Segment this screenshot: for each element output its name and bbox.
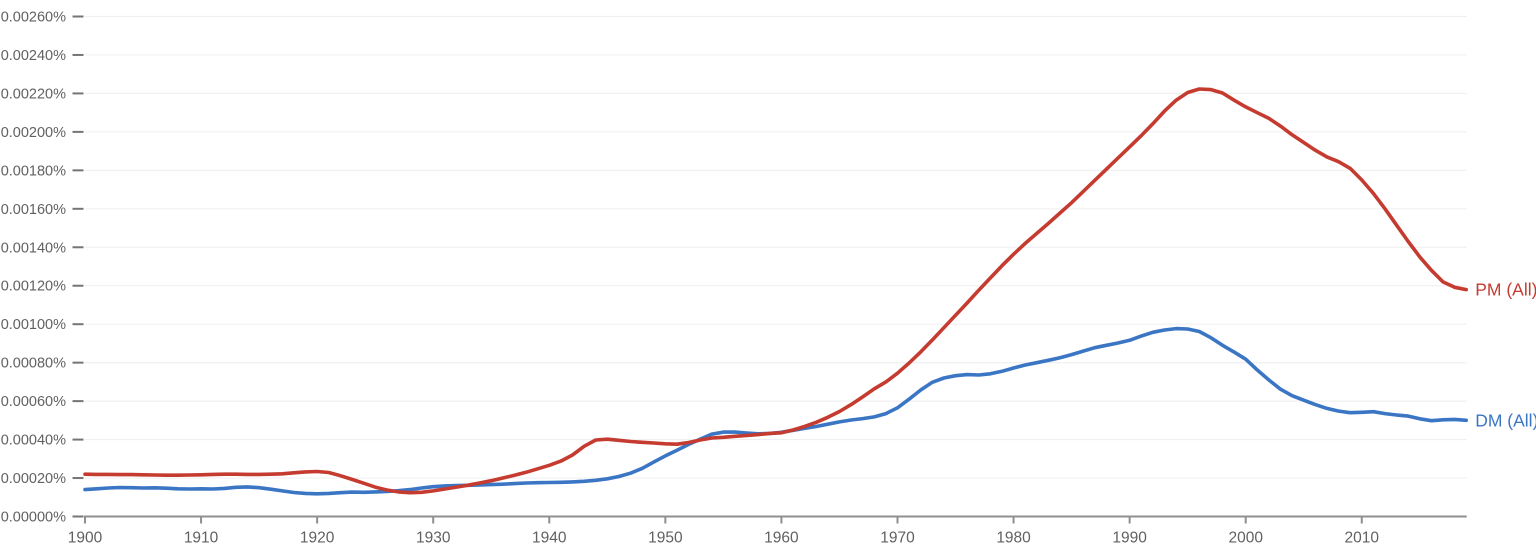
y-axis-tick-label: 0.00140% [1, 240, 66, 256]
y-axis-tick-label: 0.00100% [1, 317, 66, 333]
x-axis-tick-label: 2010 [1345, 530, 1380, 546]
y-axis-tick-label: 0.00260% [1, 10, 66, 26]
y-axis-tick-label: 0.00240% [1, 48, 66, 64]
series-line-pm[interactable] [83, 87, 1468, 495]
y-axis-tick-label: 0.00220% [1, 86, 66, 102]
x-axis-tick-label: 1920 [300, 530, 335, 546]
x-axis-tick-label: 1940 [532, 530, 567, 546]
x-axis-tick-label: 1990 [1112, 530, 1147, 546]
x-axis-tick-label: 1900 [68, 530, 103, 546]
y-axis-tick-label: 0.00180% [1, 163, 66, 179]
x-axis-tick-label: 2000 [1228, 530, 1263, 546]
x-axis-tick-label: 1910 [184, 530, 219, 546]
y-axis-tick-label: 0.00120% [1, 279, 66, 295]
y-axis-tick-label: 0.00020% [1, 471, 66, 487]
x-axis-tick-label: 1960 [764, 530, 799, 546]
series-label-pm[interactable]: PM (All) [1475, 280, 1536, 300]
x-axis-tick-label: 1980 [996, 530, 1031, 546]
y-axis-tick-label: 0.00040% [1, 433, 66, 449]
series-label-dm[interactable]: DM (All) [1475, 410, 1536, 430]
x-axis-tick-label: 1970 [880, 530, 915, 546]
y-axis-tick-label: 0.00200% [1, 125, 66, 141]
x-axis-tick-label: 1930 [416, 530, 451, 546]
y-axis-tick-label: 0.00080% [1, 356, 66, 372]
x-axis-tick-label: 1950 [648, 530, 683, 546]
y-axis-tick-label: 0.00000% [1, 510, 66, 526]
series-line-dm[interactable] [83, 326, 1468, 496]
y-axis-tick-label: 0.00160% [1, 202, 66, 218]
y-axis-tick-label: 0.00060% [1, 394, 66, 410]
